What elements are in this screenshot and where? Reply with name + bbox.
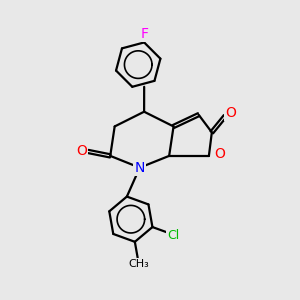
Text: Cl: Cl <box>167 229 179 242</box>
Text: O: O <box>214 147 225 161</box>
Text: CH₃: CH₃ <box>129 259 149 269</box>
Text: O: O <box>76 145 87 158</box>
Text: O: O <box>225 106 236 120</box>
Text: N: N <box>134 161 145 175</box>
Text: F: F <box>140 27 148 40</box>
